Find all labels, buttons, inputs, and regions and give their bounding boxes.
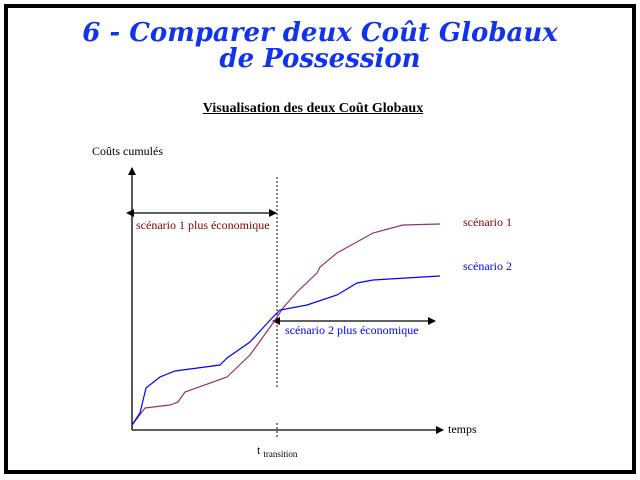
- title-line-2: de Possession: [219, 44, 421, 74]
- y-axis-label: Coûts cumulés: [92, 144, 163, 158]
- scenario2-legend: scénario 2: [463, 259, 512, 273]
- slide-title: 6 - Comparer deux Coût Globaux de Posses…: [0, 20, 640, 72]
- scenario2-curve: [131, 275, 441, 426]
- scenario1-curve: [131, 223, 441, 426]
- slide-frame: [4, 4, 636, 474]
- title-line-1: 6 - Comparer deux Coût Globaux: [82, 18, 558, 48]
- region1-label: scénario 1 plus économique: [136, 218, 270, 232]
- diagram-subtitle: Visualisation des deux Coût Globaux: [202, 101, 424, 116]
- scenario1-legend: scénario 1: [463, 215, 512, 229]
- transition-label: t transition: [257, 443, 298, 459]
- x-axis-label: temps: [448, 422, 477, 436]
- region2-label: scénario 2 plus économique: [285, 323, 419, 337]
